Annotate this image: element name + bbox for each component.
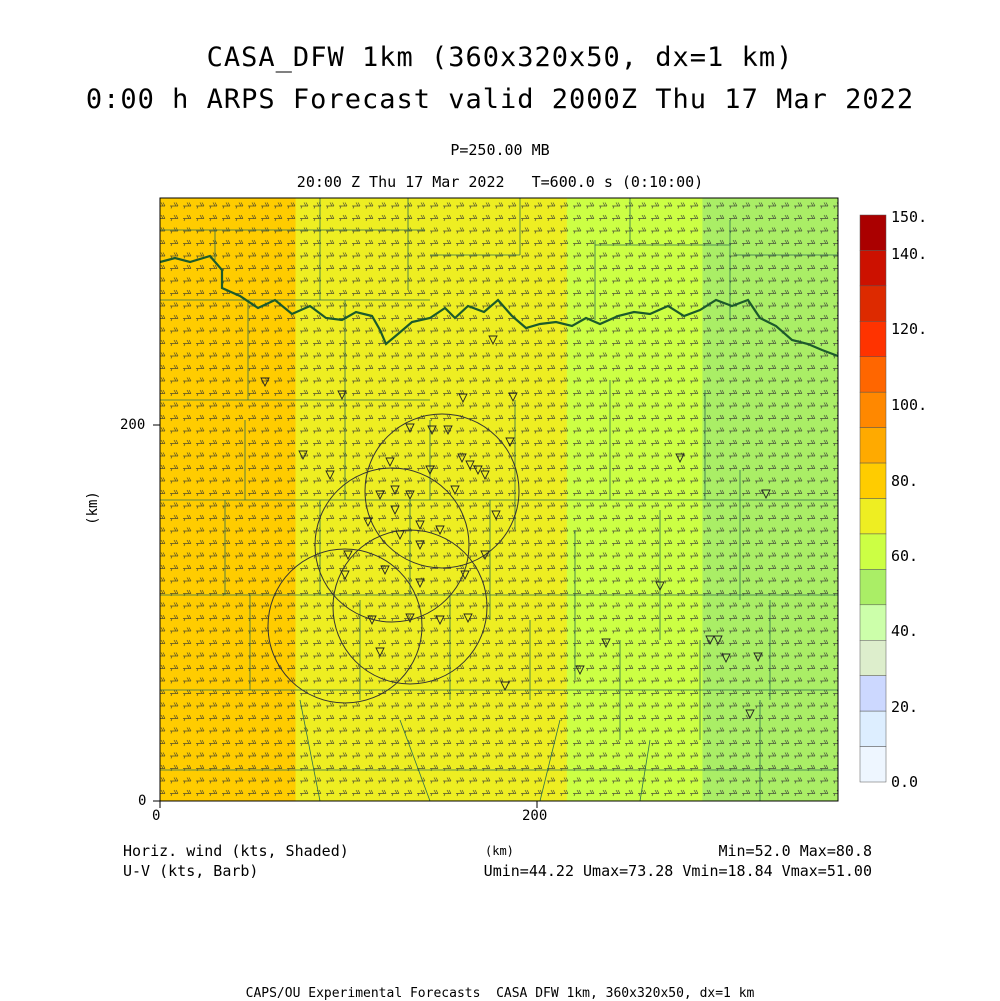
colorbar-swatch-14 (859, 710, 887, 747)
station-marker (480, 470, 490, 481)
colorbar-swatch-5 (859, 391, 887, 428)
station-marker (390, 485, 400, 496)
station-marker (390, 505, 400, 516)
station-marker (435, 615, 445, 626)
station-marker (443, 425, 453, 436)
wind-barbs (160, 198, 838, 801)
station-marker (473, 465, 483, 476)
station-marker (325, 470, 335, 481)
station-marker (415, 578, 425, 589)
radar-range-rings (267, 413, 520, 704)
colorbar-swatch-3 (859, 321, 887, 357)
y-axis-label: (km) (84, 491, 101, 525)
station-marker (505, 437, 515, 448)
station-marker (450, 485, 460, 496)
colorbar-swatch-4 (859, 356, 887, 393)
pressure-level: P=250.00 MB (450, 141, 550, 159)
colorbar-swatch-7 (859, 462, 887, 499)
colorbar-label-100: 100. (891, 396, 928, 414)
station-marker (463, 613, 473, 624)
station-marker (375, 490, 385, 501)
colorbar-swatch-6 (859, 427, 887, 464)
station-marker (761, 489, 771, 500)
colorbar-label-60: 60. (891, 547, 919, 565)
colorbar-label-40: 40. (891, 622, 919, 640)
colorbar-label-80: 80. (891, 472, 919, 490)
station-marker (298, 450, 308, 461)
colorbar-label-120: 120. (891, 320, 928, 338)
station-marker (385, 457, 395, 468)
station-marker (363, 517, 373, 528)
station-marker (601, 638, 611, 649)
colorbar-label-150: 150. (891, 208, 928, 226)
colorbar-swatch-2 (859, 285, 887, 322)
station-marker (488, 335, 498, 346)
station-marker (655, 581, 665, 592)
station-marker (713, 635, 723, 646)
valid-time: 20:00 Z Thu 17 Mar 2022 T=600.0 s (0:10:… (296, 173, 704, 191)
station-marker (425, 465, 435, 476)
station-markers (260, 335, 771, 720)
station-marker (343, 550, 353, 561)
station-marker (340, 570, 350, 581)
station-marker (367, 615, 377, 626)
station-marker (427, 425, 437, 436)
station-marker (500, 681, 510, 692)
station-marker (337, 390, 347, 401)
colorbar-label-20: 20. (891, 698, 919, 716)
station-marker (745, 709, 755, 720)
colorbar-swatch-8 (859, 498, 887, 535)
colorbar-swatch-12 (859, 640, 887, 676)
station-marker (705, 635, 715, 646)
uv-range-readout: Umin=44.22 Umax=73.28 Vmin=18.84 Vmax=51… (483, 862, 872, 880)
station-marker (405, 423, 415, 434)
station-marker (260, 377, 270, 388)
colorbar-swatch-11 (859, 604, 887, 641)
station-marker (753, 652, 763, 663)
min-max-readout: Min=52.0 Max=80.8 (718, 842, 872, 860)
colorbar-swatch-9 (859, 533, 887, 570)
colorbar-label-140: 140. (891, 245, 928, 263)
colorbar-swatch-0 (859, 214, 887, 251)
colorbar-swatch-10 (859, 569, 887, 606)
station-marker (405, 613, 415, 624)
station-marker (375, 647, 385, 658)
county-boundaries (160, 198, 838, 801)
colorbar-swatch-13 (859, 675, 887, 712)
x-tick-label-0: 0 (152, 808, 161, 824)
state-border-red-river (160, 254, 838, 358)
station-marker (415, 540, 425, 551)
x-axis-label: (km) (485, 844, 514, 858)
station-marker (508, 392, 518, 403)
station-marker (435, 525, 445, 536)
shaded-field-label: Horiz. wind (kts, Shaded) (123, 842, 349, 860)
station-marker (465, 460, 475, 471)
y-tick-label-200: 200 (120, 417, 146, 433)
station-marker (395, 530, 405, 541)
station-marker (415, 520, 425, 531)
station-marker (380, 565, 390, 576)
station-marker (460, 570, 470, 581)
credit-line: CAPS/OU Experimental Forecasts CASA DFW … (245, 986, 755, 1001)
colorbar-label-0: 0.0 (891, 773, 919, 791)
station-marker (405, 490, 415, 501)
colorbar (859, 214, 887, 783)
colorbar-swatch-15 (859, 746, 887, 783)
station-marker (458, 393, 468, 404)
station-marker (675, 453, 685, 464)
station-marker (480, 550, 490, 561)
y-tick-label-0: 0 (138, 793, 147, 809)
barb-field-label: U-V (kts, Barb) (123, 862, 259, 880)
station-marker (457, 453, 467, 464)
title-line-2: 0:00 h ARPS Forecast valid 2000Z Thu 17 … (85, 84, 915, 115)
plot-frame (159, 197, 839, 802)
station-marker (491, 510, 501, 521)
colorbar-swatch-1 (859, 250, 887, 287)
station-marker (575, 665, 585, 676)
x-tick-label-200: 200 (522, 808, 548, 824)
title-line-1: CASA_DFW 1km (360x320x50, dx=1 km) (206, 42, 794, 73)
station-marker (721, 653, 731, 664)
